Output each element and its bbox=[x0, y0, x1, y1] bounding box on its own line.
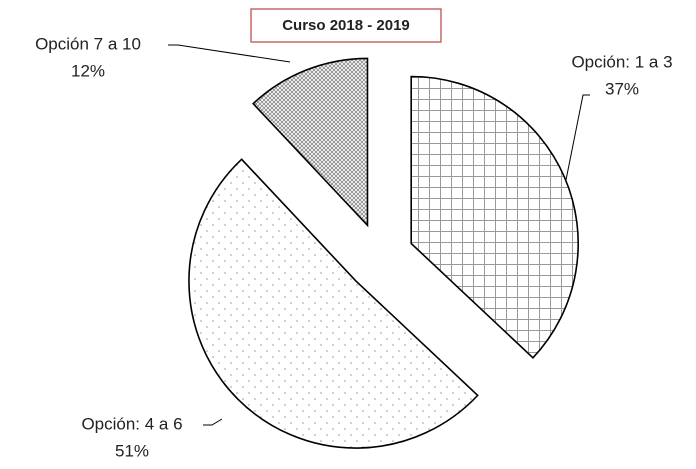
chart-title: Curso 2018 - 2019 bbox=[282, 17, 410, 34]
leader-line bbox=[168, 44, 291, 63]
leader-line bbox=[203, 418, 223, 426]
pie-slice bbox=[410, 75, 580, 359]
slice-value-label: 12% bbox=[71, 61, 105, 80]
pie-slice bbox=[252, 57, 369, 228]
leader-line bbox=[565, 94, 590, 181]
slice-label: Opción: 4 a 6 bbox=[81, 414, 182, 433]
slice-label: Opción: 1 a 3 bbox=[571, 52, 672, 71]
pie-slice bbox=[188, 158, 479, 449]
slice-label: Opción 7 a 10 bbox=[35, 34, 141, 53]
title-box bbox=[250, 8, 442, 43]
slice-value-label: 37% bbox=[605, 79, 639, 98]
slice-value-label: 51% bbox=[115, 441, 149, 460]
